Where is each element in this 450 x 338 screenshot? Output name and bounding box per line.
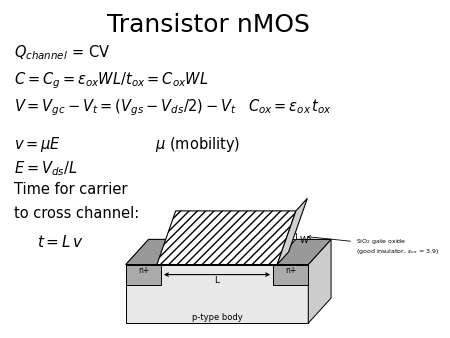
Polygon shape — [277, 198, 307, 265]
Text: Time for carrier: Time for carrier — [14, 183, 127, 197]
Polygon shape — [126, 265, 308, 323]
Text: $E = V_{ds}/L$: $E = V_{ds}/L$ — [14, 159, 77, 178]
Text: $t = L\/ v$: $t = L\/ v$ — [36, 234, 84, 250]
Polygon shape — [184, 233, 296, 239]
Text: W: W — [300, 236, 309, 245]
Polygon shape — [308, 239, 331, 323]
Polygon shape — [126, 239, 331, 265]
Text: to cross channel:: to cross channel: — [14, 206, 139, 221]
Text: SiO$_2$ gate oxide
(good insulator, $\varepsilon_{ox}$ = 3.9): SiO$_2$ gate oxide (good insulator, $\va… — [308, 236, 439, 256]
Polygon shape — [126, 265, 161, 285]
Text: $C = C_g = \varepsilon_{ox}WL/t_{ox} = C_{ox}WL$: $C = C_g = \varepsilon_{ox}WL/t_{ox} = C… — [14, 70, 208, 91]
Text: L: L — [215, 276, 220, 285]
Text: $\mu$ (mobility): $\mu$ (mobility) — [155, 136, 240, 154]
Text: $V = V_{gc} - V_t = (V_{gs} - V_{ds}/2) - V_t$: $V = V_{gc} - V_t = (V_{gs} - V_{ds}/2) … — [14, 97, 237, 118]
Polygon shape — [126, 239, 184, 265]
Text: n+: n+ — [285, 266, 296, 275]
Polygon shape — [157, 211, 296, 265]
Text: n+: n+ — [138, 266, 149, 275]
Polygon shape — [273, 239, 331, 265]
Text: p-type body: p-type body — [192, 313, 243, 321]
Polygon shape — [273, 265, 308, 285]
Text: $t$: $t$ — [179, 233, 184, 240]
Text: Transistor nMOS: Transistor nMOS — [107, 13, 310, 37]
Text: $Q_{channel}$ = CV: $Q_{channel}$ = CV — [14, 43, 110, 62]
Text: $v = \mu E$: $v = \mu E$ — [14, 136, 61, 154]
Text: $C_{ox} = \varepsilon_{ox}\/ t_{ox}$: $C_{ox} = \varepsilon_{ox}\/ t_{ox}$ — [248, 97, 332, 116]
